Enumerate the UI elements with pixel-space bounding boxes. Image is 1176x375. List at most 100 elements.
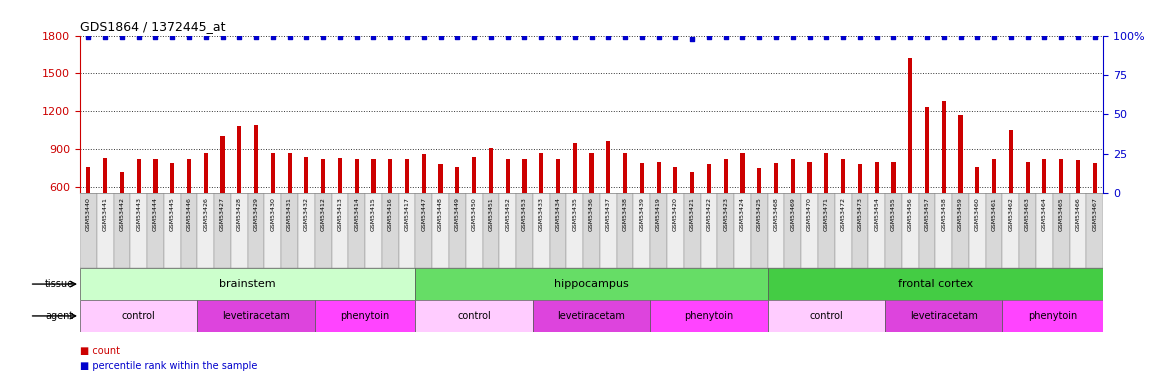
- Bar: [690, 172, 694, 193]
- Point: [566, 34, 584, 40]
- Text: GSM53432: GSM53432: [303, 197, 309, 231]
- Text: GSM53427: GSM53427: [220, 197, 225, 231]
- Text: tissue: tissue: [45, 279, 74, 289]
- Text: GSM53426: GSM53426: [203, 197, 208, 231]
- Bar: [455, 166, 460, 193]
- Bar: [683, 193, 701, 268]
- Bar: [851, 193, 868, 268]
- Bar: [640, 163, 644, 193]
- Bar: [573, 143, 577, 193]
- Point: [700, 34, 719, 40]
- Text: GSM53413: GSM53413: [338, 197, 342, 231]
- Point: [917, 34, 936, 40]
- Point: [935, 34, 954, 40]
- Point: [263, 34, 282, 40]
- Bar: [147, 193, 163, 268]
- Text: GSM53428: GSM53428: [236, 197, 242, 231]
- Point: [800, 34, 818, 40]
- Point: [79, 34, 98, 40]
- Point: [180, 34, 199, 40]
- Text: GSM53444: GSM53444: [153, 197, 158, 231]
- Bar: [875, 162, 878, 193]
- Bar: [723, 159, 728, 193]
- Bar: [388, 159, 393, 193]
- Bar: [616, 193, 634, 268]
- Point: [247, 34, 266, 40]
- Bar: [918, 193, 935, 268]
- Bar: [270, 153, 275, 193]
- Bar: [701, 193, 717, 268]
- Bar: [600, 193, 616, 268]
- Bar: [835, 193, 851, 268]
- Point: [1069, 34, 1088, 40]
- Bar: [958, 115, 963, 193]
- Bar: [230, 193, 248, 268]
- Bar: [1093, 163, 1097, 193]
- Bar: [332, 193, 348, 268]
- Point: [666, 34, 684, 40]
- Bar: [768, 193, 784, 268]
- Point: [884, 34, 903, 40]
- Text: GSM53454: GSM53454: [874, 197, 880, 231]
- Bar: [589, 153, 594, 193]
- Text: GSM53456: GSM53456: [908, 197, 913, 231]
- Point: [95, 34, 114, 40]
- Point: [850, 34, 869, 40]
- Text: GSM53423: GSM53423: [723, 197, 728, 231]
- Point: [465, 34, 483, 40]
- Text: GSM53453: GSM53453: [522, 197, 527, 231]
- Text: hippocampus: hippocampus: [554, 279, 629, 289]
- Text: GSM53414: GSM53414: [354, 197, 359, 231]
- Bar: [808, 162, 811, 193]
- Text: GSM53440: GSM53440: [86, 197, 91, 231]
- Text: GSM53434: GSM53434: [555, 197, 561, 231]
- Bar: [439, 164, 442, 193]
- Text: control: control: [809, 311, 843, 321]
- Bar: [707, 164, 711, 193]
- Bar: [80, 193, 96, 268]
- Bar: [1069, 193, 1087, 268]
- Text: GSM53458: GSM53458: [941, 197, 947, 231]
- Text: GSM53422: GSM53422: [707, 197, 711, 231]
- Point: [616, 34, 635, 40]
- Bar: [768, 268, 1103, 300]
- Text: GSM53463: GSM53463: [1025, 197, 1030, 231]
- Bar: [254, 125, 259, 193]
- Bar: [993, 159, 996, 193]
- Bar: [539, 153, 543, 193]
- Text: phenytoin: phenytoin: [341, 311, 389, 321]
- Bar: [365, 193, 382, 268]
- Bar: [103, 158, 107, 193]
- Bar: [549, 193, 567, 268]
- Bar: [305, 157, 308, 193]
- Bar: [415, 300, 533, 332]
- Point: [414, 34, 433, 40]
- Text: GSM53448: GSM53448: [439, 197, 443, 231]
- Text: phenytoin: phenytoin: [1028, 311, 1077, 321]
- Text: GSM53450: GSM53450: [472, 197, 476, 231]
- Bar: [1076, 160, 1080, 193]
- Bar: [886, 193, 902, 268]
- Bar: [924, 108, 929, 193]
- Bar: [841, 159, 846, 193]
- Text: GSM53457: GSM53457: [924, 197, 929, 231]
- Bar: [667, 193, 683, 268]
- Text: GSM53412: GSM53412: [321, 197, 326, 231]
- Bar: [674, 166, 677, 193]
- Point: [113, 34, 132, 40]
- Point: [365, 34, 383, 40]
- Bar: [198, 193, 214, 268]
- Text: GSM53469: GSM53469: [790, 197, 795, 231]
- Bar: [287, 153, 292, 193]
- Text: GSM53465: GSM53465: [1058, 197, 1063, 231]
- Bar: [750, 193, 768, 268]
- Text: GSM53446: GSM53446: [187, 197, 192, 231]
- Point: [1002, 34, 1021, 40]
- Bar: [1002, 300, 1103, 332]
- Text: GSM53442: GSM53442: [120, 197, 125, 231]
- Bar: [857, 164, 862, 193]
- Bar: [187, 159, 191, 193]
- Bar: [96, 193, 114, 268]
- Text: GSM53435: GSM53435: [573, 197, 577, 231]
- Bar: [315, 193, 332, 268]
